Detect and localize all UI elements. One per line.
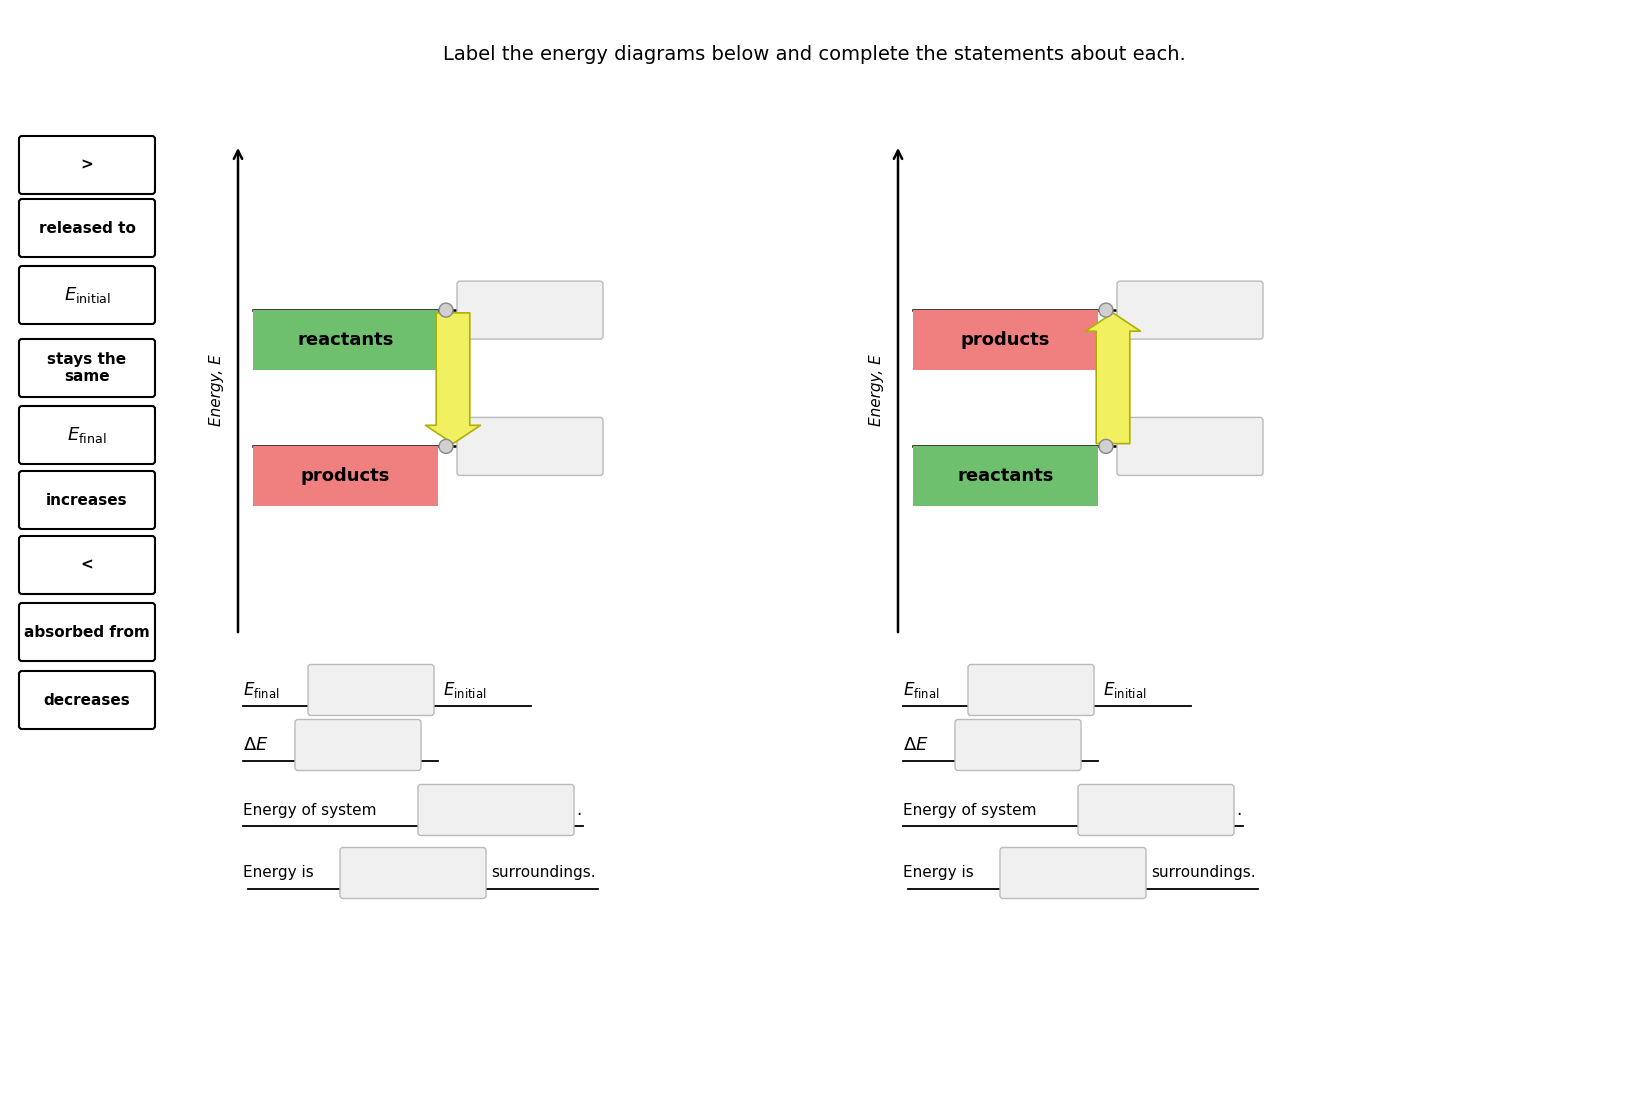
FancyBboxPatch shape	[969, 664, 1094, 715]
Text: released to: released to	[39, 221, 135, 235]
Text: decreases: decreases	[44, 693, 130, 707]
FancyBboxPatch shape	[457, 418, 602, 476]
FancyBboxPatch shape	[913, 310, 1097, 370]
Circle shape	[440, 303, 453, 317]
Text: increases: increases	[46, 492, 129, 508]
Text: $E_\mathrm{initial}$: $E_\mathrm{initial}$	[1104, 680, 1146, 700]
FancyBboxPatch shape	[20, 339, 155, 397]
FancyBboxPatch shape	[457, 281, 602, 339]
Text: absorbed from: absorbed from	[24, 625, 150, 639]
Circle shape	[1099, 303, 1114, 317]
Text: surroundings.: surroundings.	[1151, 866, 1255, 880]
Text: $E_\mathrm{final}$: $E_\mathrm{final}$	[67, 426, 107, 444]
Text: $E_\mathrm{initial}$: $E_\mathrm{initial}$	[443, 680, 487, 700]
Text: surroundings.: surroundings.	[492, 866, 596, 880]
FancyBboxPatch shape	[20, 536, 155, 594]
Text: Energy is: Energy is	[243, 866, 314, 880]
Text: Energy of system: Energy of system	[904, 802, 1037, 818]
Circle shape	[440, 439, 453, 453]
Text: <: <	[81, 557, 93, 573]
Circle shape	[1099, 439, 1114, 453]
FancyBboxPatch shape	[340, 848, 487, 899]
Text: Energy, E: Energy, E	[208, 354, 223, 426]
FancyBboxPatch shape	[1117, 418, 1263, 476]
Text: $E_\mathrm{initial}$: $E_\mathrm{initial}$	[63, 285, 111, 305]
Text: Energy of system: Energy of system	[243, 802, 376, 818]
FancyBboxPatch shape	[1117, 281, 1263, 339]
Text: Energy, E: Energy, E	[868, 354, 884, 426]
FancyBboxPatch shape	[252, 447, 438, 507]
FancyBboxPatch shape	[1078, 784, 1234, 836]
FancyBboxPatch shape	[418, 784, 575, 836]
Text: reactants: reactants	[957, 468, 1053, 486]
Text: Energy is: Energy is	[904, 866, 974, 880]
FancyBboxPatch shape	[20, 603, 155, 661]
FancyBboxPatch shape	[20, 471, 155, 529]
Text: Label the energy diagrams below and complete the statements about each.: Label the energy diagrams below and comp…	[443, 45, 1185, 63]
FancyBboxPatch shape	[295, 720, 422, 771]
Text: .: .	[1236, 801, 1241, 819]
FancyBboxPatch shape	[20, 405, 155, 465]
Text: .: .	[576, 801, 581, 819]
FancyBboxPatch shape	[956, 720, 1081, 771]
FancyBboxPatch shape	[308, 664, 435, 715]
Text: $\Delta E$: $\Delta E$	[243, 736, 269, 754]
FancyBboxPatch shape	[20, 199, 155, 257]
FancyBboxPatch shape	[1000, 848, 1146, 899]
Text: $\Delta E$: $\Delta E$	[904, 736, 928, 754]
FancyBboxPatch shape	[20, 136, 155, 194]
FancyBboxPatch shape	[20, 671, 155, 729]
FancyBboxPatch shape	[252, 310, 438, 370]
Text: stays the
same: stays the same	[47, 352, 127, 384]
Text: products: products	[301, 468, 391, 486]
Text: products: products	[961, 331, 1050, 349]
FancyBboxPatch shape	[913, 447, 1097, 507]
Text: $E_\mathrm{final}$: $E_\mathrm{final}$	[904, 680, 939, 700]
FancyBboxPatch shape	[20, 266, 155, 324]
Text: >: >	[81, 157, 93, 173]
Text: $E_\mathrm{final}$: $E_\mathrm{final}$	[243, 680, 280, 700]
Text: reactants: reactants	[298, 331, 394, 349]
